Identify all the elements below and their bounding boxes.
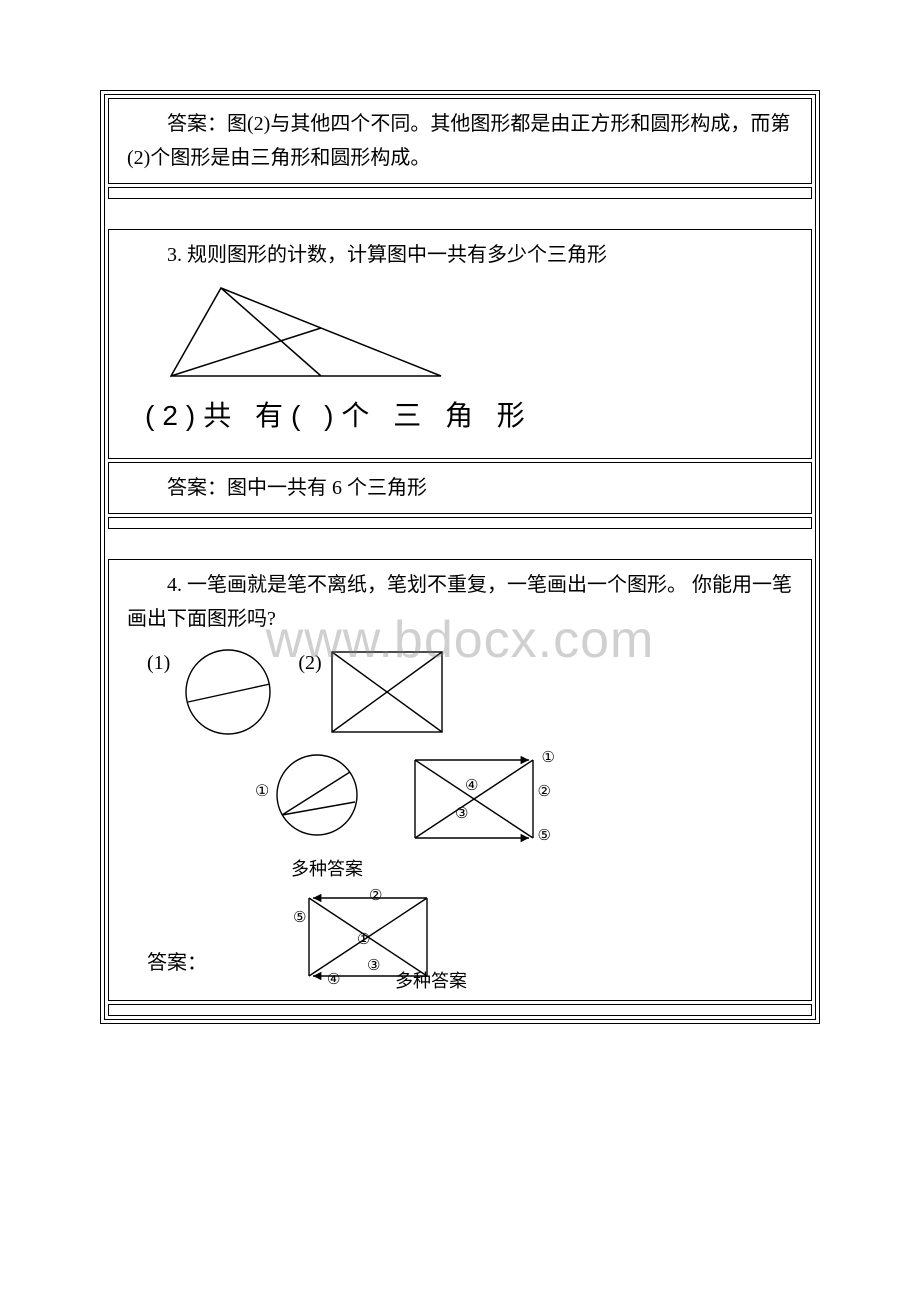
block2-caption: (2)共 有( )个 三 角 形 [145,392,793,440]
block2-answer-text: 答案：图中一共有 6 个三角形 [127,471,793,505]
mid-right-wrap: ① ② ③ ④ ⑤ [403,750,563,850]
block1-answer-text: 答案：图(2)与其他四个不同。其他图形都是由正方形和圆形构成，而第(2)个图形是… [127,107,793,175]
mid-left-circle [257,750,377,860]
mr-n1: ① [542,746,555,772]
fig1-label: (1) [147,646,170,680]
mr-n4: ④ [465,774,478,800]
mid-left-num1: ① [255,778,269,805]
block2-question-cell: 3. 规则图形的计数，计算图中一共有多少个三角形 (2)共 有( )个 三 角 … [108,229,812,459]
block3-empty-row [108,1004,812,1016]
block2-empty-row [108,517,812,529]
outer-frame: 答案：图(2)与其他四个不同。其他图形都是由正方形和圆形构成，而第(2)个图形是… [100,90,820,1024]
block3-mid-figures: ① 多种答案 [257,750,793,885]
triangle-count-figure [151,276,451,386]
fig1-circle [170,642,290,742]
block1-answer-cell: 答案：图(2)与其他四个不同。其他图形都是由正方形和圆形构成，而第(2)个图形是… [108,98,812,184]
block3-bottom-row: 答案： [147,888,793,988]
bottom-wrap: ① ② ③ ④ ⑤ 多种答案 [297,888,467,988]
mr-n5: ⑤ [538,824,551,850]
b-n1: ① [357,928,370,954]
gap-1 [105,202,815,226]
document-page: www.bdocx.com 答案：图(2)与其他四个不同。其他图形都是由正方形和… [0,0,920,1302]
block2-question-text: 3. 规则图形的计数，计算图中一共有多少个三角形 [127,238,793,272]
block1-empty-row [108,187,812,199]
block3-answer-label: 答案： [147,946,207,980]
b-n3: ③ [367,954,380,980]
b-n2: ② [369,884,382,910]
mr-n2: ② [538,780,551,806]
mid-right-rect [403,750,553,850]
block3-upper-figures: (1) (2) [147,642,793,742]
mr-n3: ③ [455,802,468,828]
mid-left-multi: 多种答案 [257,854,397,885]
block3-question-cell: 4. 一笔画就是笔不离纸，笔划不重复，一笔画出一个图形。 你能用一笔画出下面图形… [108,559,812,1002]
block2-answer-cell: 答案：图中一共有 6 个三角形 [108,462,812,514]
mid-left-wrap: ① 多种答案 [257,750,397,885]
b-n5: ⑤ [293,906,306,932]
gap-2 [105,532,815,556]
fig2-label: (2) [298,646,321,680]
inner-frame: 答案：图(2)与其他四个不同。其他图形都是由正方形和圆形构成，而第(2)个图形是… [104,94,816,1020]
bottom-multi: 多种答案 [395,966,467,997]
b-n4: ④ [327,968,340,994]
fig2-rect [322,642,462,742]
block3-question-text: 4. 一笔画就是笔不离纸，笔划不重复，一笔画出一个图形。 你能用一笔画出下面图形… [127,568,793,636]
